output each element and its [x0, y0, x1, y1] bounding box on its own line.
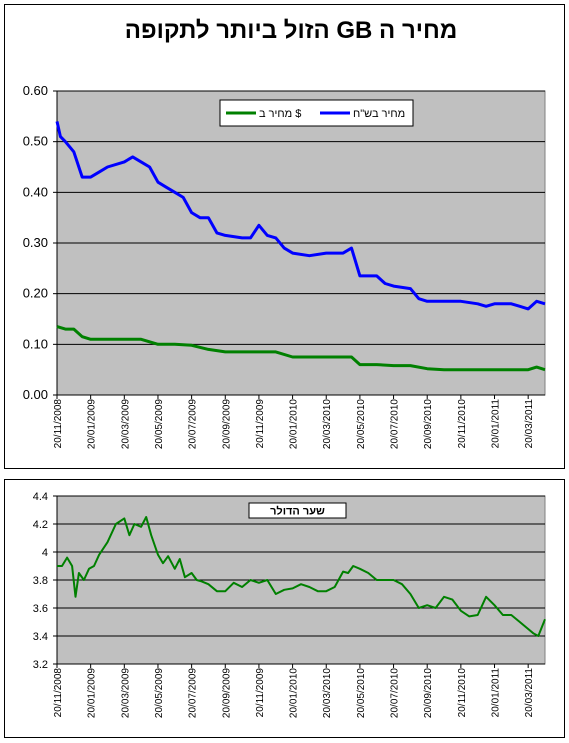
x-tick-label: 20/05/2010: [356, 668, 367, 718]
y-tick-label: 3.2: [33, 659, 48, 671]
x-tick-label: 20/05/2010: [356, 399, 367, 449]
series-line-0: [57, 516, 546, 637]
y-tick-label: 0.40: [23, 184, 48, 199]
x-tick-label: 20/05/2009: [154, 399, 165, 449]
y-tick-label: 0.60: [23, 83, 48, 98]
y-tick-label: 0.20: [23, 286, 48, 301]
legend-label: מחיר ב $: [259, 108, 301, 120]
x-tick-label: 20/01/2010: [289, 399, 300, 449]
x-tick-label: 20/01/2009: [87, 399, 98, 449]
x-tick-label: 20/07/2010: [390, 399, 401, 449]
x-tick-label: 20/03/2010: [322, 399, 333, 449]
x-tick-label: 20/07/2009: [188, 668, 199, 718]
x-tick-label: 20/01/2010: [289, 668, 300, 718]
x-tick-label: 20/03/2011: [524, 668, 535, 718]
chart-title: מחיר ה GB הזול ביותר לתקופה: [125, 17, 458, 44]
x-tick-label: 20/01/2011: [491, 668, 502, 718]
x-tick-label: 20/03/2009: [120, 668, 131, 718]
y-tick-label: 4: [42, 547, 48, 559]
x-tick-label: 20/03/2011: [524, 399, 535, 449]
x-tick-label: 20/03/2010: [322, 668, 333, 718]
x-tick-label: 20/11/2009: [255, 668, 266, 718]
y-tick-label: 4.4: [33, 491, 48, 503]
series-line-1: [55, 121, 546, 311]
legend-label: מחיר בש"ח: [353, 108, 405, 120]
y-tick-label: 3.4: [33, 631, 48, 643]
y-tick-label: 3.8: [33, 575, 48, 587]
x-tick-label: 20/01/2009: [87, 668, 98, 718]
x-tick-label: 20/11/2009: [255, 399, 266, 449]
x-tick-label: 20/07/2009: [188, 399, 199, 449]
y-tick-label: 0.00: [23, 387, 48, 402]
x-tick-label: 20/09/2009: [221, 399, 232, 449]
y-tick-label: 0.10: [23, 336, 48, 351]
x-tick-label: 20/11/2010: [457, 399, 468, 449]
x-tick-label: 20/09/2009: [221, 668, 232, 718]
legend-label: שער הדולר: [270, 505, 325, 518]
x-tick-label: 20/01/2011: [491, 399, 502, 449]
x-tick-label: 20/11/2010: [457, 668, 468, 718]
x-tick-label: 20/11/2008: [53, 399, 64, 449]
legend-box: [248, 502, 347, 519]
x-tick-label: 20/09/2010: [423, 668, 434, 718]
y-tick-label: 4.2: [33, 519, 48, 531]
x-tick-label: 20/11/2008: [53, 668, 64, 718]
series-line-0: [56, 325, 546, 372]
x-tick-label: 20/03/2009: [120, 399, 131, 449]
y-tick-label: 0.30: [23, 235, 48, 250]
x-tick-label: 20/09/2010: [423, 399, 434, 449]
x-tick-label: 20/07/2010: [390, 668, 401, 718]
x-tick-label: 20/05/2009: [154, 668, 165, 718]
y-tick-label: 3.6: [33, 603, 48, 615]
y-tick-label: 0.50: [23, 134, 48, 149]
